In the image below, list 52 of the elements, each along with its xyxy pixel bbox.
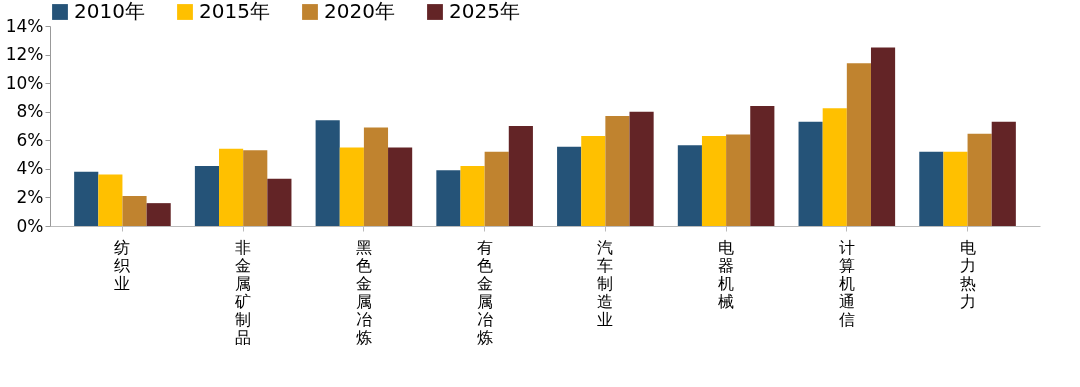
bar: [557, 146, 582, 226]
legend-label: 2015年: [199, 0, 270, 23]
legend-label: 2025年: [449, 0, 520, 23]
bar: [629, 111, 654, 226]
x-tick-label: 纺织业: [114, 237, 131, 293]
bar: [726, 134, 751, 226]
legend-label: 2010年: [74, 0, 145, 23]
y-tick-label: 10%: [5, 72, 44, 93]
bar: [146, 203, 171, 226]
bar: [581, 136, 606, 226]
y-tick-label: 14%: [5, 15, 44, 36]
bar: [919, 151, 944, 226]
bar: [460, 166, 485, 226]
y-tick-label: 4%: [16, 158, 44, 179]
bar: [943, 151, 968, 226]
bar: [363, 127, 389, 226]
x-tick-label: 计算机通信: [838, 237, 855, 329]
bar: [74, 171, 99, 226]
legend-label: 2020年: [324, 0, 395, 23]
bar: [750, 106, 775, 226]
bar: [315, 120, 340, 226]
bar: [822, 108, 847, 226]
bar: [605, 116, 630, 226]
bar: [339, 147, 364, 226]
bar: [508, 126, 533, 226]
bar: [436, 170, 461, 226]
bar: [967, 133, 992, 226]
bar: [122, 196, 147, 226]
x-tick-label: 有色金属冶炼: [476, 237, 493, 347]
bar: [219, 148, 244, 226]
bar: [243, 150, 268, 226]
bar: [846, 63, 871, 226]
bar: [991, 121, 1016, 226]
bar: [798, 121, 823, 226]
bar: [388, 147, 413, 226]
bar: [870, 47, 896, 226]
y-tick-label: 12%: [5, 44, 44, 65]
y-tick-label: 0%: [16, 215, 44, 236]
x-tick-label: 电器机械: [718, 237, 735, 311]
y-tick-label: 8%: [16, 101, 44, 122]
x-tick-label: 非金属矿制品: [234, 237, 252, 347]
bar: [677, 145, 702, 226]
x-tick-label: 汽车制造业: [597, 237, 614, 329]
bar: [194, 166, 220, 226]
x-tick-label: 电力热力: [959, 237, 976, 311]
bar: [701, 136, 727, 226]
bar: [267, 178, 292, 226]
y-tick-label: 6%: [16, 129, 44, 150]
bar: [98, 174, 123, 226]
bar: [484, 151, 509, 226]
y-tick-label: 2%: [16, 186, 44, 207]
x-tick-label: 黑色金属冶炼: [355, 237, 372, 347]
